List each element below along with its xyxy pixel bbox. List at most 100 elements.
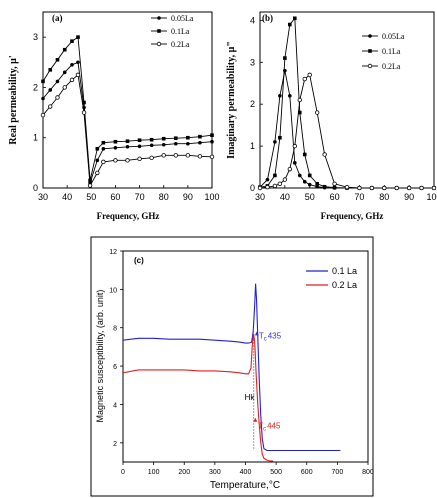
data-point [322, 152, 327, 157]
annotation-subscript: c [264, 336, 267, 342]
panel-c-outer-border [90, 236, 374, 497]
data-point [70, 63, 74, 67]
data-point [62, 47, 67, 52]
panel-a-label: (a) [52, 13, 63, 23]
data-point [149, 155, 154, 161]
series-line-0.05La [42, 61, 213, 184]
data-point [307, 182, 312, 187]
data-point [307, 173, 312, 178]
legend-label: 0.1La [171, 27, 190, 36]
y-tick-label: 2 [113, 441, 117, 448]
legend-marker [368, 34, 372, 38]
data-point [209, 154, 215, 160]
data-point [137, 144, 142, 149]
annotation-value: 445 [267, 422, 281, 431]
y-tick-label: 3 [250, 57, 255, 67]
legend-label: 0.1La [382, 47, 401, 56]
data-point [41, 79, 45, 84]
data-point [40, 112, 46, 118]
data-point [161, 136, 166, 141]
data-point [273, 140, 277, 144]
data-point [287, 166, 293, 172]
data-point [161, 153, 166, 158]
y-tick-label: 2 [250, 99, 255, 109]
data-point [113, 145, 118, 150]
data-point [185, 153, 191, 158]
data-point [431, 185, 437, 191]
data-point [198, 134, 202, 139]
data-point [278, 94, 282, 98]
annotation-value: 435 [268, 331, 282, 340]
legend-label: 0.2La [171, 40, 190, 49]
data-point [288, 22, 292, 27]
data-point [307, 72, 312, 78]
data-point [302, 152, 307, 157]
data-point [113, 158, 118, 163]
annotation-text: T [259, 331, 264, 340]
data-point [288, 94, 292, 98]
x-tick-label: 80 [159, 192, 169, 202]
y-tick-label: 0 [250, 183, 255, 193]
data-point [173, 136, 178, 141]
x-tick-label: 600 [301, 469, 313, 476]
x-tick-label: 700 [332, 469, 344, 476]
data-point [62, 85, 67, 90]
data-point [113, 139, 118, 144]
panel-b-y-axis-label: Imaginary permeability, μ" [226, 41, 237, 159]
data-point [62, 70, 67, 75]
data-point [197, 154, 203, 159]
data-point [101, 159, 106, 165]
data-point [48, 104, 53, 109]
data-point [315, 182, 319, 186]
panel-c-y-axis-label: Magnetic susceptibility, (arb. unit) [95, 290, 105, 423]
series-line-0.2La [42, 74, 213, 187]
x-tick-label: 60 [110, 192, 120, 202]
data-point [48, 68, 53, 72]
data-point [297, 173, 302, 178]
x-tick-label: 50 [305, 192, 315, 202]
legend-label: 0.2 La [332, 280, 357, 290]
x-tick-label: 500 [270, 469, 282, 476]
panel-a-x-axis-label: Frequency, GHz [97, 211, 160, 221]
data-point [332, 181, 337, 187]
x-tick-label: 800 [362, 469, 374, 476]
y-tick-label: 4 [250, 15, 255, 25]
data-point [210, 133, 214, 137]
panel-b-x-axis-label: Frequency, GHz [321, 211, 384, 221]
panel-c-label: (c) [134, 256, 144, 265]
legend-marker [156, 41, 162, 47]
tc-arrow-marker [254, 331, 259, 336]
y-tick-label: 6 [113, 364, 117, 371]
data-point [55, 57, 60, 62]
data-point [186, 141, 190, 146]
tc-arrow-marker [253, 417, 258, 422]
legend-marker [157, 16, 161, 20]
x-tick-label: 40 [280, 192, 290, 202]
panel-c-x-axis-label: Temperature,°C [210, 480, 280, 491]
series-line-0.1-La [122, 283, 341, 452]
data-point [278, 135, 282, 140]
data-point [149, 143, 154, 148]
x-tick-label: 90 [183, 192, 193, 202]
data-point [297, 97, 302, 103]
data-point [41, 96, 45, 101]
data-point [257, 185, 263, 191]
y-tick-label: 1 [33, 133, 38, 143]
data-point [382, 185, 387, 191]
annotation-label: Tc445 [258, 422, 281, 433]
x-tick-label: 300 [209, 469, 221, 476]
data-point [137, 138, 142, 143]
data-point [344, 184, 350, 190]
data-point [198, 140, 202, 145]
panel-c-magnetic-susceptibility: 0 100 200 300 400 500 600 700 800 2 4 6 8 10 12 0.1 La 0… [90, 236, 374, 497]
data-point [272, 183, 278, 189]
legend-marker [157, 29, 161, 33]
data-point [283, 56, 287, 60]
series-line-0.2La [259, 74, 434, 189]
panel-a-y-axis-label: Real permeability, μ' [8, 55, 19, 144]
data-point [81, 110, 87, 115]
y-tick-label: 3 [33, 32, 38, 42]
data-point [293, 16, 297, 21]
data-point [125, 158, 130, 163]
data-point [419, 185, 424, 191]
